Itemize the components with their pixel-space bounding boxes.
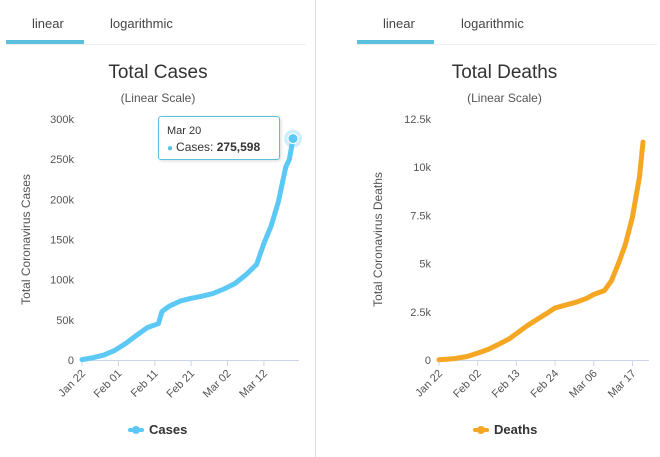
tooltip-date: Mar 20 — [167, 125, 202, 137]
y-tick-label: 7.5k — [410, 210, 431, 222]
y-tick-label: 150k — [50, 235, 74, 247]
data-tooltip: Mar 20 ● Cases: 275,598 — [158, 116, 280, 160]
deaths-chart-panel: linear logarithmic Total Deaths (Linear … — [317, 0, 660, 457]
tab-bar-rule — [357, 44, 657, 45]
y-tick-label: 250k — [50, 154, 74, 166]
x-tick-label: Feb 02 — [451, 368, 484, 401]
chart-title: Total Cases — [108, 62, 208, 83]
active-tab-indicator — [357, 40, 434, 44]
tab-linear-cases[interactable]: linear — [32, 16, 64, 31]
x-tick-label: Feb 01 — [92, 368, 125, 401]
legend-marker-icon — [473, 425, 489, 434]
cases-chart-panel: linear logarithmic Total Cases (Linear S… — [0, 0, 316, 457]
panel-divider — [315, 0, 316, 457]
chart-title: Total Deaths — [451, 62, 558, 83]
x-tick-label: Feb 21 — [165, 368, 198, 401]
y-tick-label: 5k — [419, 259, 431, 271]
y-tick-label: 0 — [68, 355, 74, 367]
x-tick-label: Mar 06 — [567, 368, 600, 401]
legend-cases[interactable]: Cases — [128, 422, 187, 437]
x-tick-label: Jan 22 — [56, 368, 88, 400]
tab-logarithmic-cases[interactable]: logarithmic — [110, 16, 173, 31]
y-tick-label: 200k — [50, 194, 74, 206]
tooltip-value: 275,598 — [216, 140, 261, 154]
series-line-deaths — [436, 139, 646, 363]
legend-marker-icon — [128, 425, 144, 434]
y-tick-label: 300k — [50, 114, 74, 126]
active-tab-indicator — [6, 40, 84, 44]
y-tick-label: 12.5k — [404, 114, 431, 126]
x-tick-label: Feb 13 — [490, 368, 523, 401]
tab-bar-rule — [6, 44, 306, 45]
x-tick-label: Mar 17 — [606, 368, 639, 401]
legend-label: Deaths — [494, 422, 538, 437]
chart-subtitle: (Linear Scale) — [120, 91, 196, 105]
y-tick-label: 0 — [425, 355, 431, 367]
data-point-marker[interactable] — [287, 133, 299, 145]
series-line-cases — [79, 136, 296, 363]
x-tick-label: Feb 11 — [129, 368, 161, 400]
legend-label: Cases — [149, 422, 188, 437]
tooltip-label: Cases: — [176, 140, 214, 154]
legend-deaths[interactable]: Deaths — [473, 422, 537, 437]
y-axis-label: Total Coronavirus Deaths — [371, 172, 385, 307]
y-axis-label: Total Coronavirus Cases — [19, 174, 33, 305]
y-tick-label: 10k — [413, 162, 431, 174]
x-tick-label: Mar 02 — [201, 368, 234, 401]
x-tick-label: Jan 22 — [413, 368, 445, 400]
chart-subtitle: (Linear Scale) — [467, 91, 542, 105]
deaths-chart-plot: 0 2.5k 5k 7.5k 10k 12.5k Jan 22 Feb 02 Feb 13 Feb… — [371, 114, 649, 401]
tooltip-row: ● Cases: 275,598 — [167, 140, 260, 154]
y-tick-label: 50k — [56, 315, 74, 327]
y-tick-label: 100k — [50, 275, 74, 287]
tab-logarithmic-deaths[interactable]: logarithmic — [461, 16, 524, 31]
y-tick-label: 2.5k — [410, 307, 431, 319]
x-tick-label: Feb 24 — [528, 368, 561, 401]
tab-linear-deaths[interactable]: linear — [383, 16, 415, 31]
x-tick-label: Mar 12 — [237, 368, 270, 401]
series-dot-icon: ● — [167, 143, 174, 154]
